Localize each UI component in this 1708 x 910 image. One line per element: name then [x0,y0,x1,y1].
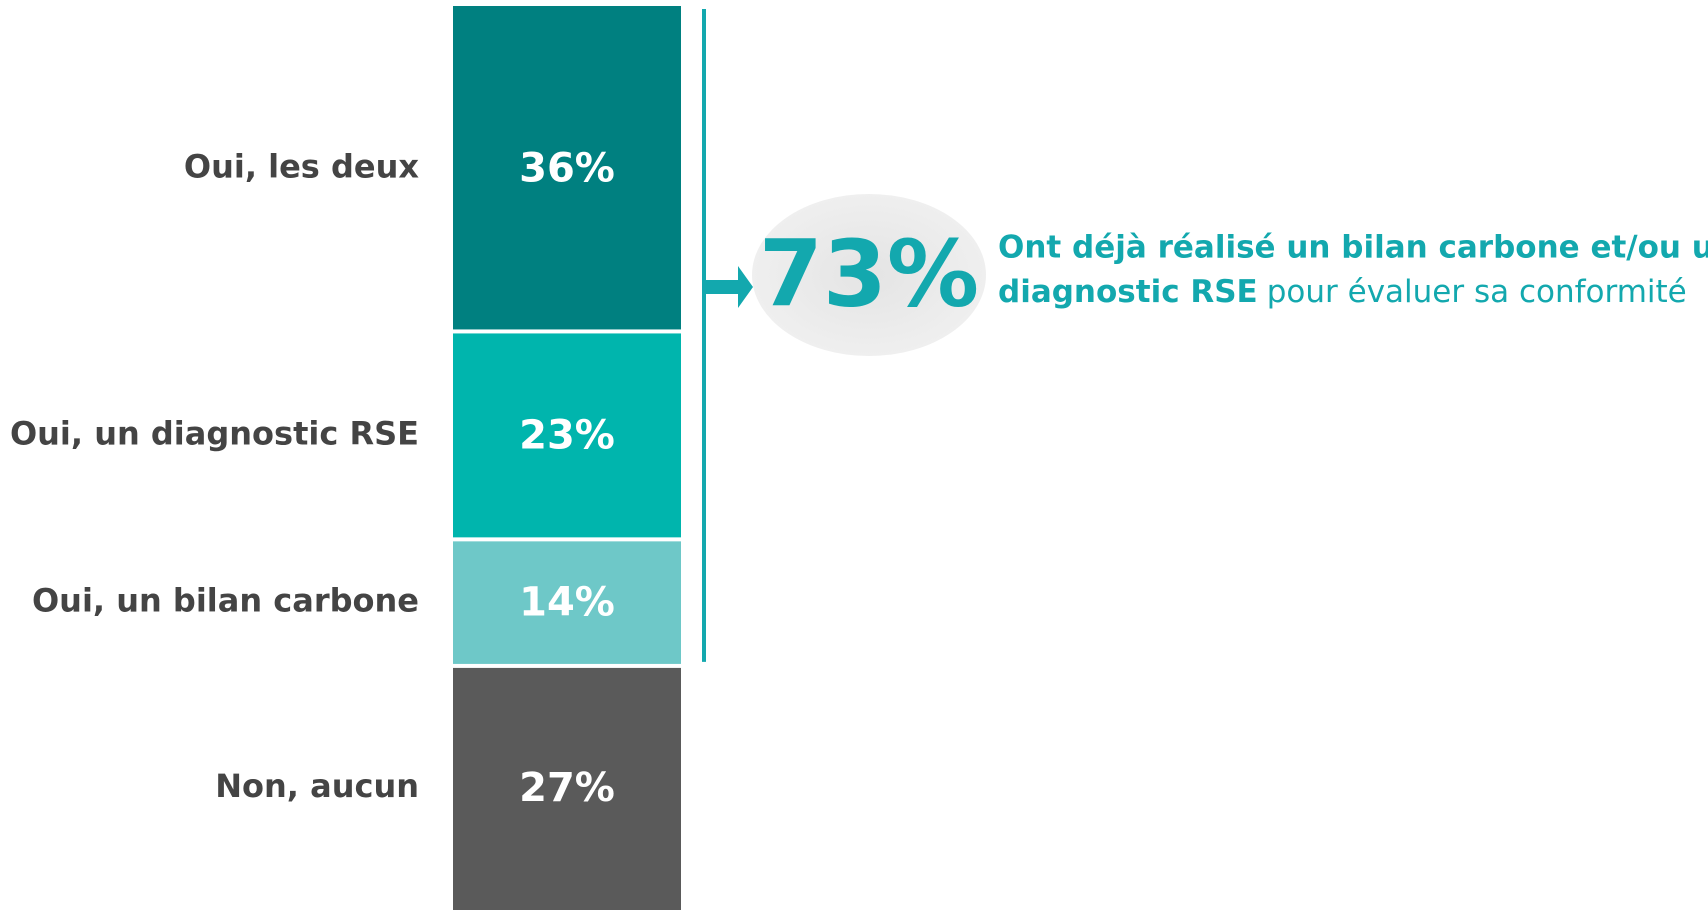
bar-segment [453,541,681,664]
value-label: 36% [519,146,615,192]
bar-segment [453,667,681,910]
summary-text-line: diagnostic RSE pour évaluer sa conformité [998,274,1687,310]
bar-segment [453,6,681,330]
category-label: Oui, les deux [184,148,420,186]
category-label: Oui, un diagnostic RSE [10,414,419,452]
highlight-circle [752,194,986,356]
category-label: Oui, un bilan carbone [32,582,419,620]
summary-text: pour évaluer sa conformité [1267,274,1687,310]
value-label: 27% [519,765,615,811]
bar-segment [453,333,681,538]
value-label: 14% [519,580,615,626]
value-label: 23% [519,412,615,458]
summary-text-line: Ont déjà réalisé un bilan carbone et/ou … [998,230,1708,266]
summary-value: 73% [759,220,979,327]
category-label: Non, aucun [215,767,419,805]
arrow [706,266,753,308]
summary-text-bold: diagnostic RSE [998,274,1258,310]
